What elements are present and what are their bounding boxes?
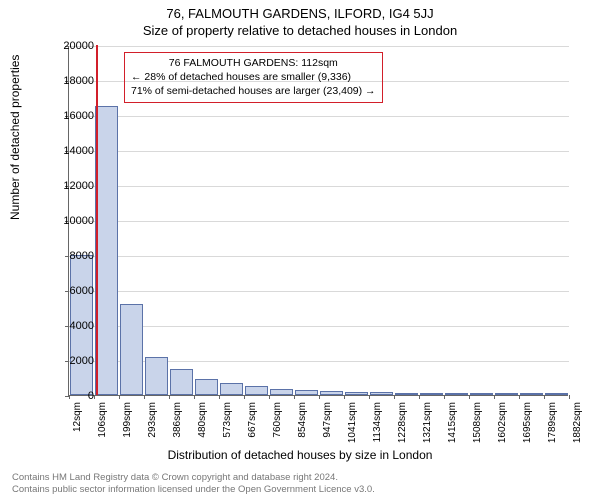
annotation-line: 71% of semi-detached houses are larger (… [131,84,376,98]
histogram-bar [95,106,119,395]
xtick-label: 1882sqm [572,402,583,443]
xtick-label: 1508sqm [472,402,483,443]
x-axis-label: Distribution of detached houses by size … [0,448,600,462]
xtick-label: 760sqm [272,402,283,438]
xtick-label: 854sqm [297,402,308,438]
gridline [69,151,569,152]
xtick-label: 386sqm [172,402,183,438]
xtick-mark [569,395,570,399]
xtick-mark [344,395,345,399]
xtick-mark [494,395,495,399]
gridline [69,116,569,117]
ytick-label: 10000 [44,215,94,227]
xtick-label: 480sqm [197,402,208,438]
ytick-label: 6000 [44,285,94,297]
xtick-mark [244,395,245,399]
xtick-label: 1695sqm [522,402,533,443]
ytick-label: 18000 [44,75,94,87]
histogram-bar [420,393,444,395]
annotation-line: 76 FALMOUTH GARDENS: 112sqm [131,56,376,70]
ytick-label: 0 [44,390,94,402]
gridline [69,186,569,187]
histogram-bar [195,379,219,395]
histogram-bar [545,393,569,395]
xtick-label: 199sqm [122,402,133,438]
xtick-mark [219,395,220,399]
xtick-mark [119,395,120,399]
annotation-box: 76 FALMOUTH GARDENS: 112sqm← 28% of deta… [124,52,383,103]
gridline [69,221,569,222]
footer-line-2: Contains public sector information licen… [12,484,375,496]
footer-line-1: Contains HM Land Registry data © Crown c… [12,472,375,484]
attribution-footer: Contains HM Land Registry data © Crown c… [12,472,375,496]
xtick-label: 1789sqm [547,402,558,443]
xtick-label: 1415sqm [447,402,458,443]
property-marker-line [96,45,98,395]
histogram-bar [220,383,244,395]
histogram-bar [320,391,344,395]
histogram-bar [470,393,494,395]
histogram-bar [245,386,269,395]
xtick-label: 1321sqm [422,402,433,443]
xtick-mark [194,395,195,399]
ytick-label: 16000 [44,110,94,122]
xtick-mark [519,395,520,399]
page-subtitle: Size of property relative to detached ho… [0,21,600,38]
xtick-mark [394,395,395,399]
histogram-bar [520,393,544,395]
histogram-bar [120,304,144,395]
xtick-mark [544,395,545,399]
histogram-bar [345,392,369,396]
histogram-bar [370,392,394,395]
xtick-label: 573sqm [222,402,233,438]
xtick-mark [144,395,145,399]
plot-area: 12sqm106sqm199sqm293sqm386sqm480sqm573sq… [68,46,568,396]
histogram-bar [145,357,169,396]
xtick-mark [444,395,445,399]
xtick-label: 1602sqm [497,402,508,443]
xtick-mark [369,395,370,399]
gridline [69,46,569,47]
xtick-label: 947sqm [322,402,333,438]
histogram-bar [395,393,419,395]
xtick-mark [469,395,470,399]
gridline [69,256,569,257]
histogram-bar [170,369,194,395]
xtick-mark [419,395,420,399]
ytick-label: 14000 [44,145,94,157]
xtick-label: 12sqm [72,402,83,432]
xtick-label: 1134sqm [372,402,383,442]
ytick-label: 4000 [44,320,94,332]
histogram-bar [495,393,519,395]
xtick-mark [169,395,170,399]
gridline [69,326,569,327]
y-axis-label: Number of detached properties [8,55,22,220]
gridline [69,291,569,292]
ytick-label: 12000 [44,180,94,192]
ytick-label: 8000 [44,250,94,262]
xtick-mark [294,395,295,399]
xtick-label: 667sqm [247,402,258,438]
page-address-title: 76, FALMOUTH GARDENS, ILFORD, IG4 5JJ [0,0,600,21]
ytick-label: 2000 [44,355,94,367]
annotation-line: ← 28% of detached houses are smaller (9,… [131,70,376,84]
xtick-label: 1041sqm [347,402,358,443]
histogram-bar [445,393,469,395]
histogram-bar [295,390,319,395]
histogram-chart: 12sqm106sqm199sqm293sqm386sqm480sqm573sq… [68,46,568,396]
histogram-bar [270,389,294,395]
xtick-mark [319,395,320,399]
xtick-label: 293sqm [147,402,158,438]
xtick-mark [94,395,95,399]
ytick-label: 20000 [44,40,94,52]
xtick-mark [269,395,270,399]
xtick-label: 1228sqm [397,402,408,443]
xtick-label: 106sqm [97,402,108,438]
